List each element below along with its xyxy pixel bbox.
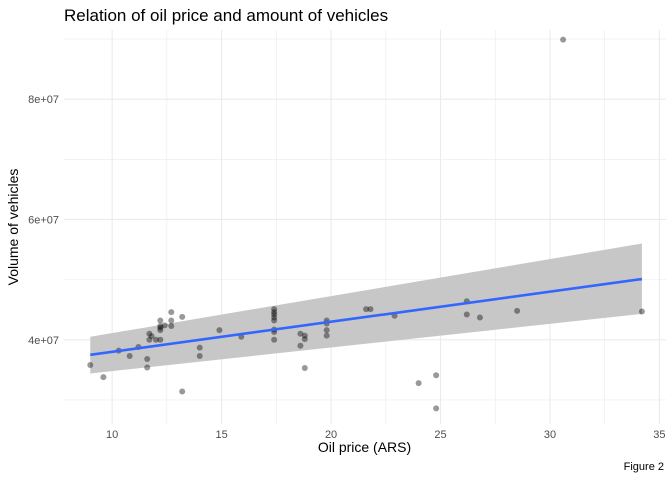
data-point: [271, 337, 277, 343]
data-point: [179, 314, 185, 320]
data-point: [197, 353, 203, 359]
data-point: [168, 323, 174, 329]
data-point: [144, 356, 150, 362]
chart-title: Relation of oil price and amount of vehi…: [64, 6, 388, 25]
data-point: [416, 380, 422, 386]
data-point: [302, 333, 308, 339]
data-point: [639, 309, 645, 315]
data-point: [433, 405, 439, 411]
figure-caption: Figure 2: [624, 461, 664, 473]
data-point: [127, 353, 133, 359]
data-point: [297, 343, 303, 349]
data-point: [216, 327, 222, 333]
x-tick-label: 35: [653, 429, 665, 441]
y-axis-title: Volume of vehicles: [5, 169, 21, 286]
x-tick-label: 15: [215, 429, 227, 441]
data-point: [168, 318, 174, 324]
y-tick-label: 4e+07: [28, 335, 59, 347]
data-point: [464, 312, 470, 318]
y-tick-label: 6e+07: [28, 214, 59, 226]
data-point: [179, 389, 185, 395]
data-point: [168, 309, 174, 315]
data-point: [197, 345, 203, 351]
data-point: [324, 333, 330, 339]
data-point: [477, 315, 483, 321]
data-point: [271, 318, 277, 324]
data-point: [302, 365, 308, 371]
data-point: [162, 322, 168, 328]
data-point: [100, 374, 106, 380]
x-tick-label: 25: [434, 429, 446, 441]
data-point: [144, 364, 150, 370]
data-point: [324, 327, 330, 333]
x-tick-label: 30: [544, 429, 556, 441]
x-axis-title: Oil price (ARS): [318, 439, 411, 455]
data-point: [367, 306, 373, 312]
data-point: [87, 362, 93, 368]
y-tick-label: 8e+07: [28, 94, 59, 106]
x-tick-label: 10: [106, 429, 118, 441]
data-point: [560, 37, 566, 43]
data-point: [514, 308, 520, 314]
data-point: [157, 337, 163, 343]
data-point: [433, 372, 439, 378]
y-axis-ticks: 4e+07 6e+07 8e+07: [28, 94, 59, 347]
data-point: [157, 318, 163, 324]
